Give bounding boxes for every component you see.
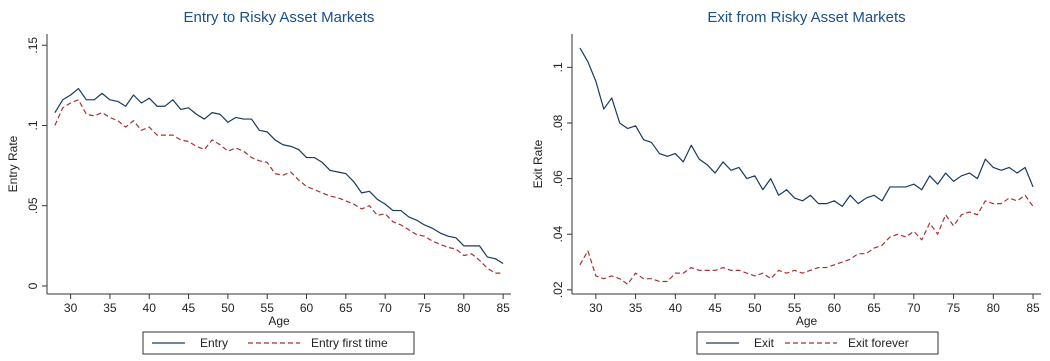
series-line-exit-forever [579,194,1034,285]
x-tick-label: 85 [496,301,510,315]
x-axis-label: Age [268,314,290,328]
x-tick-label: 30 [589,301,603,315]
legend-label: Exit forever [848,336,909,350]
x-tick-label: 70 [378,301,392,315]
y-tick-label: .1 [551,62,565,72]
x-tick-label: 65 [339,301,353,315]
y-tick-label: .02 [551,281,565,298]
entry-chart-panel: Entry to Risky Asset Markets 30 35 40 45 50 55… [6,9,511,355]
exit-chart: Exit from Risky Asset Markets 30 35 40 45 50 5… [531,9,1041,355]
x-tick-label: 40 [669,301,683,315]
x-tick-label: 35 [629,301,643,315]
x-tick-label: 60 [300,301,314,315]
x-tick-label: 60 [828,301,842,315]
x-tick-label: 55 [261,301,275,315]
legend-label: Entry [200,336,228,350]
chart-title: Exit from Risky Asset Markets [707,9,905,26]
x-tick-label: 80 [987,301,1001,315]
x-tick-label: 45 [708,301,722,315]
y-tick-label: 0 [26,282,40,289]
x-tick-label: 35 [103,301,117,315]
y-tick-label: .04 [551,226,565,243]
y-tick-label: .1 [26,120,40,130]
legend: Entry Entry first time [142,331,415,355]
x-tick-label: 65 [867,301,881,315]
series-line-entry [54,87,504,265]
legend-label: Exit [754,336,775,350]
axes [42,34,511,299]
entry-chart: Entry to Risky Asset Markets 30 35 40 45 50 55… [6,9,511,355]
x-tick-label: 40 [143,301,157,315]
x-tick-label: 55 [788,301,802,315]
y-tick-label: .15 [26,37,40,54]
x-axis-label: Age [796,314,818,328]
x-tick-label: 75 [947,301,961,315]
series-line-exit [579,47,1034,208]
x-tick-label: 50 [748,301,762,315]
y-axis-label: Exit Rate [531,139,545,188]
x-tick-label: 30 [64,301,78,315]
x-tick-label: 75 [418,301,432,315]
x-tick-label: 85 [1026,301,1040,315]
series-line-entry-first-time [54,99,504,274]
legend-label: Entry first time [311,336,388,350]
x-tick-label: 70 [907,301,921,315]
y-tick-label: .05 [26,197,40,214]
x-tick-label: 45 [182,301,196,315]
chart-title: Entry to Risky Asset Markets [184,9,375,26]
y-tick-label: .08 [551,114,565,131]
x-tick-label: 50 [221,301,235,315]
x-tick-label: 80 [457,301,471,315]
y-axis-label: Entry Rate [6,135,20,192]
y-tick-label: .06 [551,170,565,187]
legend: Exit Exit forever [696,331,939,355]
axes [567,34,1041,299]
legend-box [142,331,415,355]
exit-chart-panel: Exit from Risky Asset Markets 30 35 40 45 50 5… [525,0,1050,361]
